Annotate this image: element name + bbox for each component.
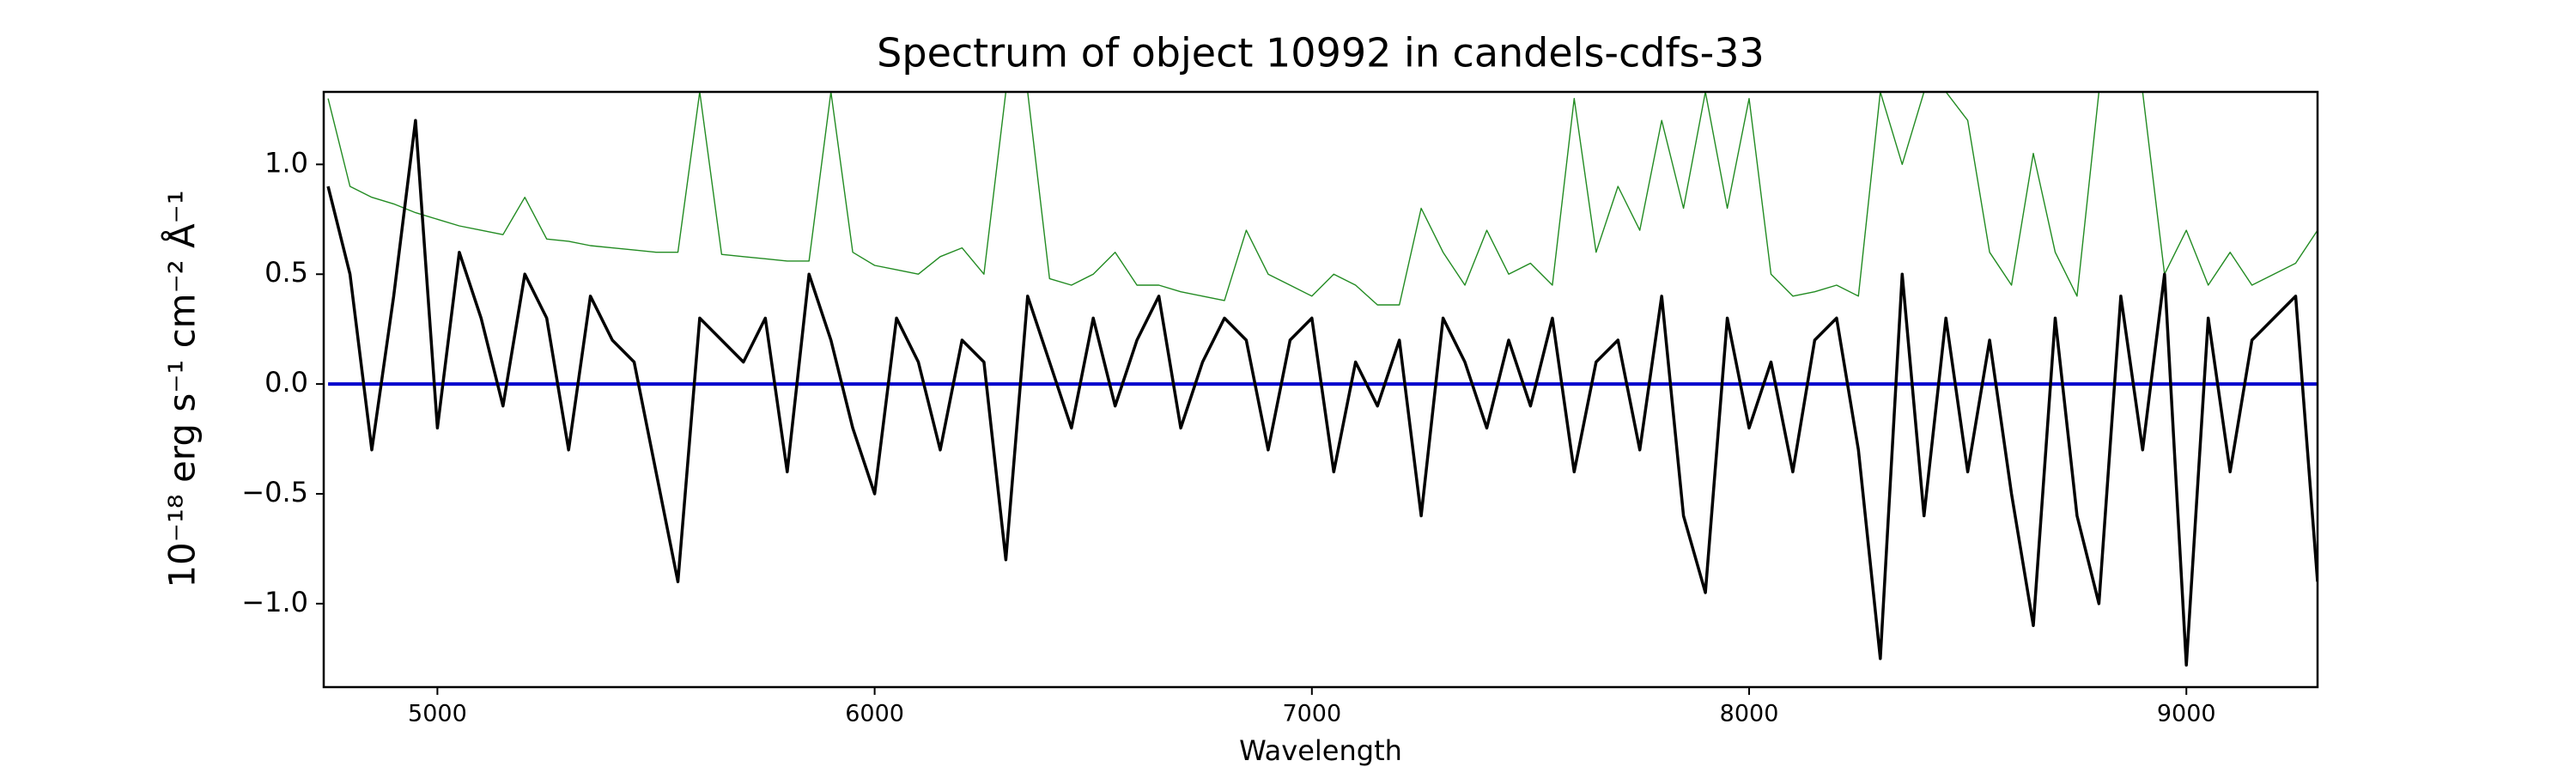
x-axis-label: Wavelength — [1239, 734, 1402, 767]
y-tick-label: 0.0 — [264, 366, 308, 399]
x-tick-label: 6000 — [845, 701, 904, 727]
series-line — [327, 92, 2318, 306]
x-tick-label: 8000 — [1720, 701, 1779, 727]
chart-title: Spectrum of object 10992 in candels-cdfs… — [877, 30, 1765, 76]
y-tick-label: −0.5 — [241, 476, 308, 508]
y-tick-label: 0.5 — [264, 256, 308, 289]
y-axis-label: 10⁻¹⁸ erg s⁻¹ cm⁻² Å⁻¹ — [161, 190, 204, 587]
plot-area — [326, 92, 2318, 667]
x-tick-label: 5000 — [408, 701, 467, 727]
y-tick-label: −1.0 — [241, 586, 308, 618]
y-tick-label: 1.0 — [264, 146, 308, 179]
x-tick-label: 9000 — [2157, 701, 2216, 727]
series-line — [326, 119, 2318, 667]
x-tick-label: 7000 — [1282, 701, 1341, 727]
axes-frame — [322, 90, 2319, 689]
